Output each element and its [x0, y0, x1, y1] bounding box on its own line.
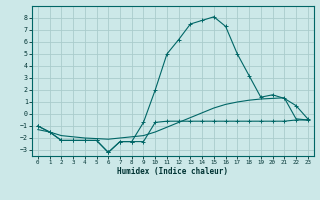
X-axis label: Humidex (Indice chaleur): Humidex (Indice chaleur) [117, 167, 228, 176]
